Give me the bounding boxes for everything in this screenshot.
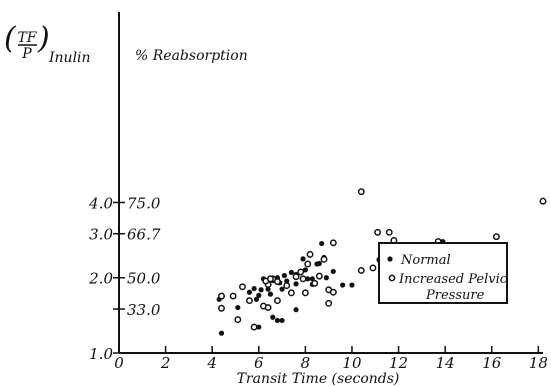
data-point-normal — [349, 282, 355, 288]
y-title-numerator: TF — [17, 30, 37, 46]
data-point-pelvic — [357, 188, 365, 196]
y-axis-title: ( TF P ) Inulin — [4, 21, 91, 66]
y-tick-label-left: 4.0 — [88, 194, 113, 212]
y-tick-label-right: 66.7 — [127, 226, 161, 244]
y-tick-label-right: 33.0 — [127, 301, 161, 319]
data-point-normal — [258, 287, 264, 293]
x-ticks-group: 0 2 4 6 8 10 12 14 16 18 — [114, 346, 548, 372]
data-point-pelvic — [250, 323, 258, 331]
data-point-normal — [218, 330, 225, 336]
data-point-normal — [293, 281, 299, 287]
data-point-pelvic — [329, 239, 337, 247]
legend-label-normal: Normal — [400, 253, 451, 268]
data-point-normal — [288, 269, 294, 276]
y-tick-label-left: 1.0 — [89, 345, 113, 363]
data-point-normal — [265, 286, 271, 292]
data-point-pelvic — [297, 268, 305, 276]
data-point-pelvic — [234, 316, 242, 324]
data-point-pelvic — [273, 278, 281, 286]
data-point-pelvic — [292, 273, 300, 281]
x-tick-label: 4 — [206, 354, 217, 372]
x-tick-label: 0 — [114, 354, 124, 372]
data-point-normal — [281, 272, 288, 279]
data-point-normal — [293, 307, 299, 313]
legend: Normal Increased Pelvic Pressure — [378, 242, 508, 304]
x-tick-label: 16 — [482, 354, 502, 372]
data-point-pelvic — [306, 250, 314, 258]
data-point-pelvic — [385, 228, 393, 236]
data-point-pelvic — [374, 228, 382, 236]
data-point-pelvic — [357, 266, 365, 274]
right-axis-title: % Reabsorption — [135, 48, 248, 64]
data-point-normal — [340, 282, 346, 288]
data-point-pelvic — [539, 197, 547, 205]
data-point-normal — [316, 260, 322, 267]
x-tick-label: 18 — [529, 354, 548, 372]
data-point-normal — [330, 268, 336, 275]
legend-label-pressure: Pressure — [425, 288, 485, 303]
x-tick-label: 8 — [301, 354, 311, 372]
data-point-pelvic — [369, 264, 377, 272]
y-title-denominator: P — [21, 46, 32, 62]
y-tick-label-right: 75.0 — [127, 194, 161, 212]
data-point-normal — [270, 314, 276, 320]
y-tick-label-left: 2.0 — [88, 270, 113, 288]
x-tick-label: 10 — [342, 354, 362, 372]
x-tick-label: 6 — [254, 354, 264, 372]
data-point-pelvic — [273, 297, 281, 305]
data-point-pelvic — [218, 292, 225, 300]
data-point-normal — [279, 317, 285, 324]
data-point-normal — [300, 256, 306, 262]
x-axis-title: Transit Time (seconds) — [237, 371, 400, 387]
data-point-pelvic — [320, 255, 328, 263]
data-point-pelvic — [239, 283, 246, 291]
data-point-normal — [253, 296, 260, 302]
axes-group — [118, 12, 543, 354]
data-point-pelvic — [315, 272, 323, 280]
data-point-normal — [274, 317, 281, 324]
legend-marker-filled — [387, 256, 393, 262]
data-point-pelvic — [283, 282, 291, 290]
x-tick-label: 14 — [436, 354, 455, 372]
data-point-pelvic — [246, 297, 253, 305]
data-point-normal — [305, 276, 311, 282]
legend-box — [378, 242, 508, 304]
data-point-normal — [256, 324, 262, 330]
data-point-pelvic — [301, 289, 309, 297]
y-title-subscript: Inulin — [48, 50, 91, 66]
data-point-pelvic — [266, 275, 274, 283]
paren-open: ( — [4, 21, 17, 56]
data-point-pelvic — [287, 289, 295, 297]
data-point-pelvic — [299, 275, 307, 283]
data-point-normal — [251, 285, 257, 292]
legend-marker-open — [388, 274, 396, 282]
y-tick-label-left: 3.0 — [89, 226, 113, 244]
x-tick-label: 2 — [160, 354, 171, 372]
legend-label-pelvic: Increased Pelvic — [398, 272, 508, 287]
data-point-normal — [279, 286, 285, 292]
data-point-normal — [246, 289, 253, 295]
data-point-normal — [319, 240, 325, 247]
x-tick-label: 12 — [389, 354, 408, 372]
data-point-normal — [235, 304, 241, 311]
data-point-pelvic — [218, 304, 225, 312]
data-point-normal — [256, 292, 262, 298]
y-tick-label-right: 50.0 — [127, 270, 161, 288]
y-ticks-group: 1.0 33.0 2.0 50.0 3.0 66.7 4.0 75.0 — [88, 194, 161, 363]
data-point-pelvic — [264, 304, 272, 311]
data-point-pelvic — [325, 299, 333, 307]
data-point-pelvic — [492, 233, 500, 241]
data-point-normal — [323, 275, 329, 281]
data-point-pelvic — [311, 279, 319, 287]
data-point-normal — [284, 278, 290, 284]
data-point-normal — [267, 291, 274, 297]
paren-close: ) — [37, 21, 50, 56]
data-point-pelvic — [229, 292, 237, 300]
data-point-pelvic — [304, 260, 312, 268]
data-point-pelvic — [329, 288, 337, 296]
